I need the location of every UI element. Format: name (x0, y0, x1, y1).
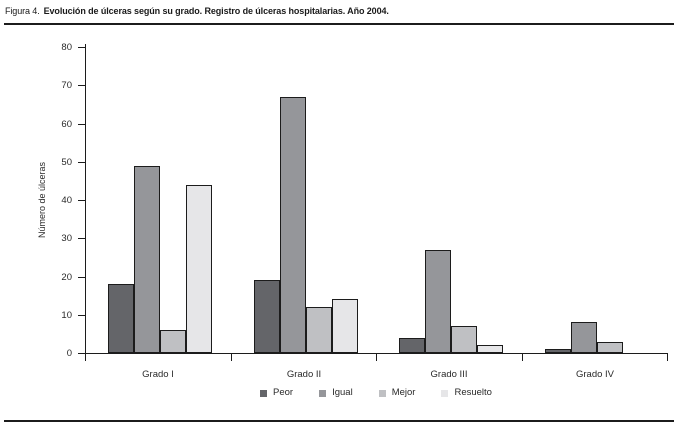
y-tick (78, 353, 85, 354)
bar-grado-i-mejor (160, 330, 186, 353)
y-tick-label: 80 (61, 42, 72, 53)
bar-grado-i-peor (108, 284, 134, 353)
bar-grado-iv-peor (545, 349, 571, 353)
legend-item-peor: Peor (260, 388, 293, 398)
caption-divider (4, 23, 674, 25)
bar-grado-iv-mejor (597, 342, 623, 353)
legend-swatch-mejor (378, 389, 386, 397)
x-category-label-grado-ii: Grado II (286, 369, 322, 380)
legend-item-mejor: Mejor (378, 387, 416, 398)
bar-grado-i-igual (134, 166, 160, 353)
bar-grado-iii-resuelto (477, 345, 503, 353)
legend-item-resuelto: Resuelto (441, 388, 492, 398)
bar-grado-iii-igual (425, 250, 451, 353)
bar-grado-iii-mejor (451, 326, 477, 353)
y-tick (78, 238, 85, 239)
bar-grado-ii-resuelto (332, 299, 358, 353)
legend-label-resuelto: Resuelto (454, 387, 492, 398)
y-tick (78, 47, 85, 48)
x-tick (376, 354, 377, 361)
figure-caption-text: Evolución de úlceras según su grado. Reg… (43, 6, 389, 16)
bar-grado-ii-igual (280, 97, 306, 353)
figure-number: Figura 4. (5, 6, 40, 16)
bar-grado-i-resuelto (186, 185, 212, 353)
legend: Peor Igual Mejor Resuelto (85, 388, 667, 398)
y-tick-label: 0 (66, 348, 72, 359)
y-tick (78, 162, 85, 163)
legend-label-peor: Peor (273, 387, 294, 398)
y-tick (78, 315, 85, 316)
y-tick-label: 70 (61, 80, 72, 91)
x-tick (231, 354, 232, 361)
legend-label-mejor: Mejor (391, 387, 416, 398)
y-tick-label: 30 (61, 233, 72, 244)
x-category-label-grado-i: Grado I (142, 369, 174, 380)
x-tick (85, 354, 86, 361)
legend-swatch-peor (260, 389, 268, 397)
y-tick-label: 40 (61, 195, 72, 206)
bar-grado-ii-peor (254, 280, 280, 353)
bar-grado-iv-igual (571, 322, 597, 353)
y-tick-label: 60 (61, 119, 72, 130)
y-axis (85, 44, 86, 354)
bar-grado-ii-mejor (306, 307, 332, 353)
legend-item-igual: Igual (319, 388, 353, 398)
y-tick (78, 200, 85, 201)
y-tick (78, 124, 85, 125)
bar-grado-iii-peor (399, 338, 425, 353)
legend-swatch-resuelto (441, 389, 449, 397)
x-tick (667, 354, 668, 361)
legend-label-igual: Igual (332, 387, 353, 398)
y-tick (78, 85, 85, 86)
x-tick (522, 354, 523, 361)
y-tick-label: 50 (61, 157, 72, 168)
figure-caption: Figura 4. Evolución de úlceras según su g… (5, 6, 389, 16)
x-category-label-grado-iii: Grado III (430, 369, 468, 380)
y-tick (78, 277, 85, 278)
y-tick-label: 10 (61, 310, 72, 321)
x-axis (85, 353, 668, 354)
y-tick-label: 20 (61, 272, 72, 283)
bottom-divider (4, 420, 674, 422)
legend-swatch-igual (319, 389, 327, 397)
x-category-label-grado-iv: Grado IV (575, 369, 615, 380)
